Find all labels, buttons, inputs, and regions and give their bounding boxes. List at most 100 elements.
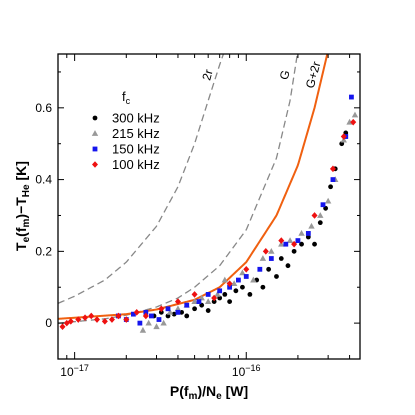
point-100-khz xyxy=(142,312,149,320)
point-100-khz xyxy=(311,212,318,219)
point-300-khz xyxy=(291,248,297,254)
point-100-khz xyxy=(88,312,95,320)
point-150-khz xyxy=(268,256,274,261)
point-215-khz xyxy=(214,291,221,297)
point-300-khz xyxy=(205,308,211,313)
point-100-khz xyxy=(278,237,285,244)
point-150-khz xyxy=(305,231,311,236)
point-300-khz xyxy=(328,184,333,190)
y-tick-label: 0.6 xyxy=(35,101,52,115)
point-150-khz xyxy=(349,94,354,100)
point-100-khz xyxy=(191,291,198,298)
point-300-khz xyxy=(233,288,239,294)
point-300-khz xyxy=(317,220,323,226)
point-215-khz xyxy=(191,298,198,304)
point-150-khz xyxy=(295,238,301,243)
point-150-khz xyxy=(184,302,190,308)
legend-label-150-khz: 150 kHz xyxy=(112,142,160,157)
point-100-khz xyxy=(211,294,218,302)
point-300-khz xyxy=(227,299,233,304)
point-100-khz xyxy=(226,280,233,287)
legend-label-100-khz: 100 kHz xyxy=(112,157,160,172)
point-100-khz xyxy=(82,314,89,322)
point-215-khz xyxy=(286,237,294,243)
point-300-khz xyxy=(299,241,304,247)
point-215-khz xyxy=(351,111,359,118)
point-300-khz xyxy=(266,266,272,272)
point-150-khz xyxy=(330,177,336,182)
point-100-khz xyxy=(291,240,298,248)
point-150-khz xyxy=(165,306,171,312)
point-100-khz xyxy=(101,318,108,325)
x-axis-title-sub: m xyxy=(189,391,198,402)
point-100-khz xyxy=(59,323,66,331)
legend-title: fc xyxy=(122,89,131,106)
curve-label-g-2r: G+2r xyxy=(303,60,324,90)
legend-label-300-khz: 300 kHz xyxy=(112,111,160,126)
x-axis-title: P(fm)/Ne [W] xyxy=(170,383,248,402)
point-300-khz xyxy=(158,309,164,315)
legend-label-215-khz: 215 kHz xyxy=(112,126,160,141)
point-300-khz xyxy=(274,274,279,279)
point-215-khz xyxy=(317,212,324,218)
point-150-khz xyxy=(148,313,154,319)
point-150-khz xyxy=(143,309,149,315)
point-215-khz xyxy=(324,197,332,204)
point-100-khz xyxy=(67,318,74,325)
legend-marker-215-khz xyxy=(91,130,99,136)
point-150-khz xyxy=(217,288,223,294)
point-100-khz xyxy=(262,248,269,255)
point-215-khz xyxy=(268,247,275,254)
curve-g-2r xyxy=(58,54,329,320)
point-300-khz xyxy=(211,299,217,304)
point-300-khz xyxy=(222,292,228,297)
point-150-khz xyxy=(130,311,136,317)
y-tick-label: 0.4 xyxy=(35,173,52,187)
point-215-khz xyxy=(145,319,152,326)
point-215-khz xyxy=(166,308,174,315)
legend-marker-100-khz xyxy=(92,161,98,168)
point-215-khz xyxy=(308,222,315,229)
legend-marker-150-khz xyxy=(92,146,98,152)
x-axis-title-c: [W] xyxy=(222,383,248,399)
point-300-khz xyxy=(171,311,177,317)
point-300-khz xyxy=(260,284,266,290)
point-215-khz xyxy=(139,326,147,333)
point-300-khz xyxy=(192,306,197,312)
point-150-khz xyxy=(283,241,289,247)
x-axis-title-a: P(f xyxy=(170,383,189,399)
y-tick-label: 0.2 xyxy=(35,244,52,258)
point-215-khz xyxy=(230,280,238,287)
point-100-khz xyxy=(94,316,101,323)
point-215-khz xyxy=(221,276,229,283)
point-215-khz xyxy=(160,319,167,326)
curve-label-2r: 2r xyxy=(199,68,215,82)
point-150-khz xyxy=(227,284,233,290)
point-100-khz xyxy=(350,118,357,126)
x-axis-title-sub2: e xyxy=(216,391,222,402)
point-300-khz xyxy=(240,284,245,290)
point-100-khz xyxy=(133,309,140,316)
y-axis-title: Te(fm)−THe [K] xyxy=(13,161,32,251)
point-300-khz xyxy=(184,313,190,319)
point-150-khz xyxy=(137,320,143,326)
point-150-khz xyxy=(205,292,211,297)
point-300-khz xyxy=(278,256,284,261)
point-150-khz xyxy=(196,299,202,304)
point-100-khz xyxy=(340,133,347,140)
y-tick-label: 0 xyxy=(45,316,52,330)
plot-frame xyxy=(57,53,361,360)
point-150-khz xyxy=(257,266,263,272)
point-100-khz xyxy=(115,312,122,320)
point-150-khz xyxy=(320,202,326,208)
point-150-khz xyxy=(236,277,241,283)
point-215-khz xyxy=(174,305,182,312)
point-300-khz xyxy=(285,263,291,269)
point-100-khz xyxy=(75,316,82,323)
point-215-khz xyxy=(298,230,305,236)
point-100-khz xyxy=(123,316,130,323)
x-axis-title-b: )/N xyxy=(197,383,216,399)
point-150-khz xyxy=(175,309,181,315)
